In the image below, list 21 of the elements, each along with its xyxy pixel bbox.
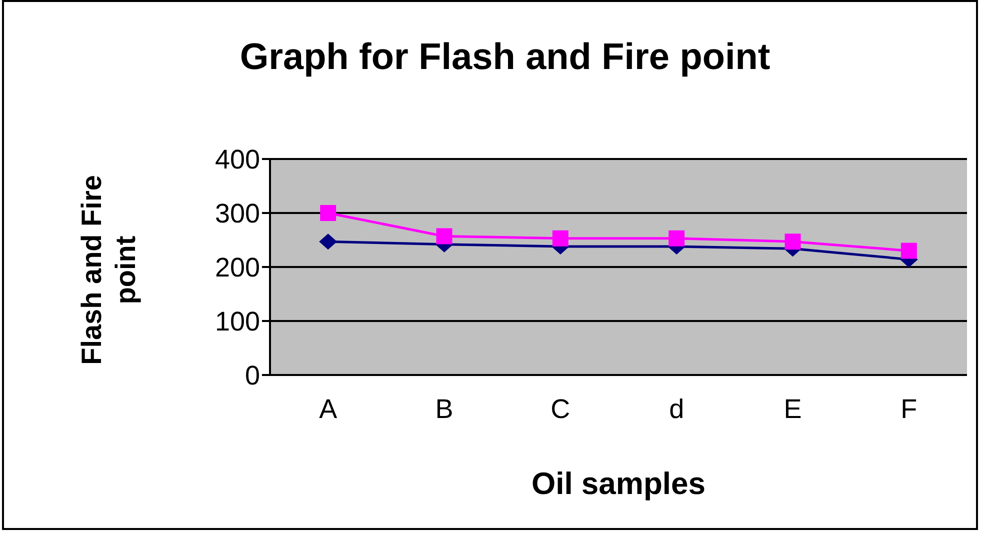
x-tick-label: E	[784, 394, 802, 424]
x-axis-title: Oil samples	[530, 466, 707, 502]
chart-title: Graph for Flash and Fire point	[238, 36, 772, 78]
y-tick-label: 0	[244, 360, 260, 391]
point	[552, 230, 568, 246]
x-tick-label: A	[319, 394, 338, 424]
x-tick-label: d	[669, 394, 684, 424]
x-tick-label: F	[900, 394, 918, 424]
point	[436, 228, 452, 244]
y-tick-label: 400	[214, 144, 260, 175]
point	[320, 205, 336, 221]
point	[784, 234, 801, 250]
y-axis-title: Flash and Fire point	[76, 175, 141, 365]
point	[668, 230, 685, 246]
x-tick-label: B	[435, 394, 454, 424]
point	[900, 242, 917, 259]
y-tick-label: 200	[214, 252, 260, 283]
point	[319, 234, 338, 250]
y-tick-label: 300	[214, 198, 260, 229]
x-tick-label: C	[550, 394, 570, 424]
y-tick-label: 100	[214, 306, 260, 337]
